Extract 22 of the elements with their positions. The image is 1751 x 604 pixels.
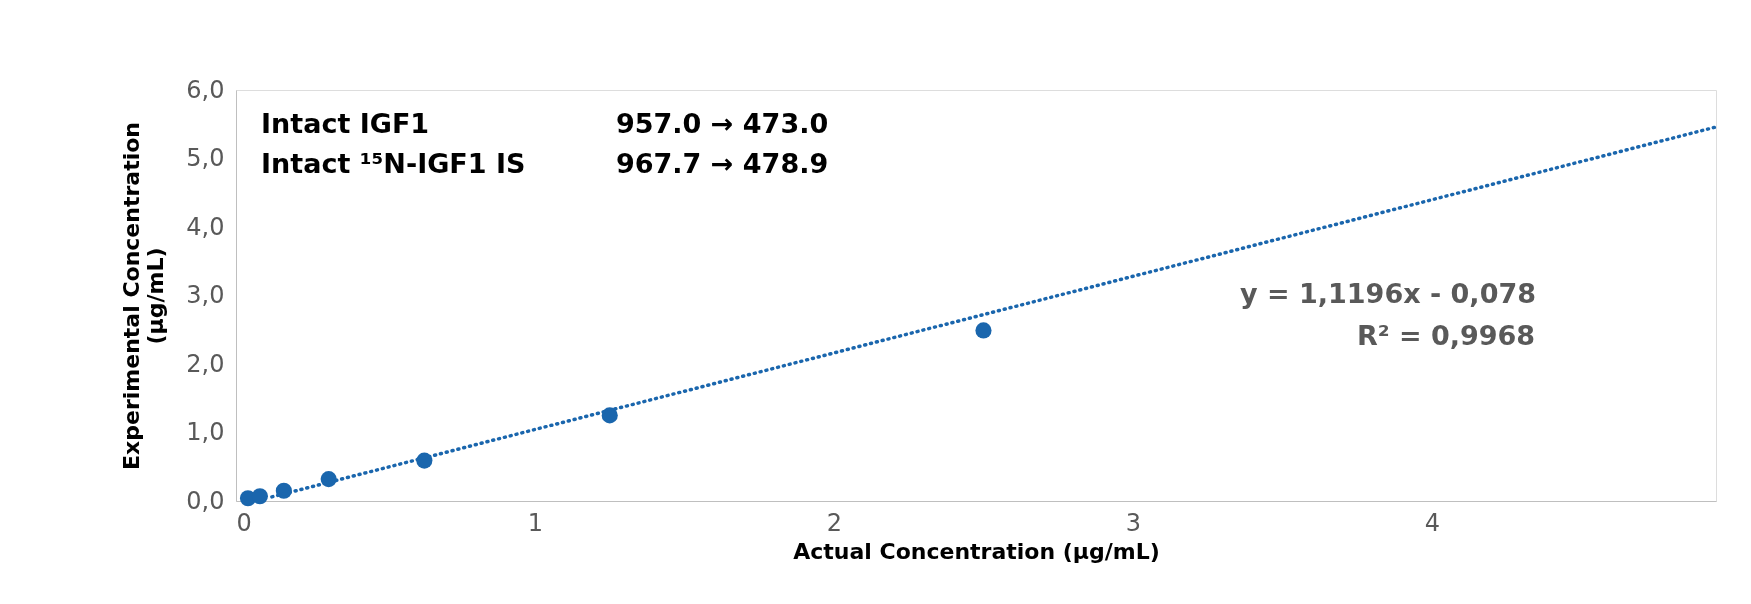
y-tick-label: 1,0 [186,418,225,446]
y-tick-label: 0,0 [186,486,225,515]
point [251,488,268,505]
annotation: Intact IGF1 [261,108,430,139]
x-tick-label: 0 [236,508,252,537]
y-tick-label: 6,0 [186,75,225,104]
x-tick-label: 3 [1125,508,1142,537]
y-tick-label: 4,0 [186,212,225,241]
point [975,322,992,339]
y-tick-label: 3,0 [186,281,225,309]
y-axis-title: Experimental Concentration (µg/mL) [119,122,169,470]
x-tick-label: 2 [826,508,843,537]
annotation: R² = 0,9968 [1356,320,1536,351]
y-tick-label: 2,0 [186,349,225,378]
x-tick-label: 4 [1424,508,1441,537]
x-axis-title: Actual Concentration (µg/mL) [793,538,1160,564]
annotation: 957.0 → 473.0 [616,108,829,139]
annotation: Intact ¹⁵N-IGF1 IS [261,148,526,179]
x-tick-label: 1 [527,508,544,537]
y-tick-label: 5,0 [186,144,225,172]
annotation: 967.7 → 478.9 [616,148,829,179]
annotation: y = 1,1196x - 0,078 [1239,278,1536,309]
